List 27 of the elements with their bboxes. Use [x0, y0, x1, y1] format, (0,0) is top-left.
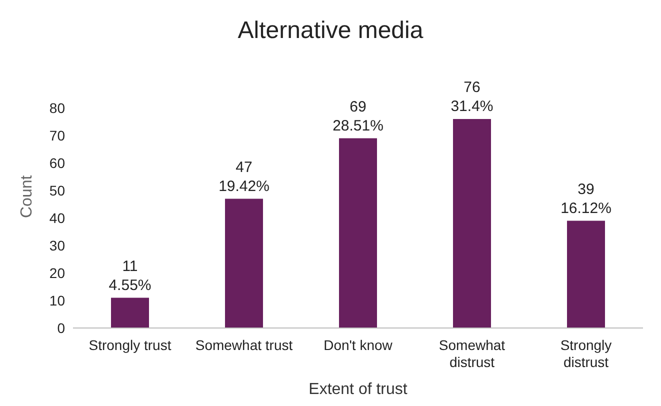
y-tick-label: 0 — [57, 320, 66, 336]
data-label: 39 16.12% — [560, 180, 612, 217]
x-axis-title: Extent of trust — [308, 381, 408, 398]
bar — [225, 198, 263, 328]
x-tick-label: Strongly distrust — [560, 337, 612, 370]
data-label: 11 4.55% — [108, 258, 152, 294]
x-tick-label: Somewhat trust — [195, 337, 293, 353]
data-label: 47 19.42% — [218, 158, 270, 195]
y-tick-label: 60 — [49, 154, 66, 171]
data-label: 76 31.4% — [450, 79, 494, 115]
y-tick-label: 10 — [49, 292, 66, 308]
y-tick-label: 50 — [49, 182, 66, 198]
bar — [453, 119, 491, 328]
chart-title: Alternative media — [236, 16, 424, 46]
bar — [111, 298, 149, 328]
x-tick-label: Strongly trust — [88, 337, 172, 353]
y-tick-label: 40 — [49, 210, 66, 226]
bar — [567, 220, 605, 328]
y-tick-label: 80 — [49, 100, 66, 116]
y-tick-label: 70 — [49, 127, 66, 144]
data-label: 69 28.51% — [332, 98, 384, 134]
x-tick-label: Don't know — [324, 337, 394, 353]
x-tick-label: Somewhat distrust — [438, 337, 506, 370]
y-tick-label: 30 — [49, 237, 66, 254]
y-tick-label: 20 — [49, 264, 66, 281]
bar — [339, 138, 377, 328]
y-axis-title: Count — [18, 174, 36, 218]
